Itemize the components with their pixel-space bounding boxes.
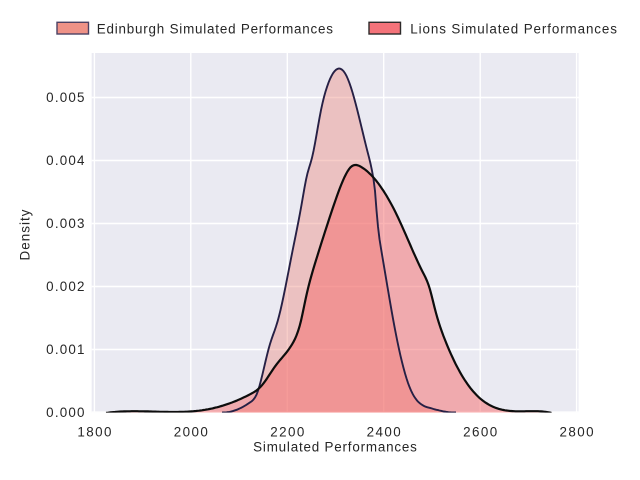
svg-text:2600: 2600 [463,425,498,440]
svg-text:2200: 2200 [270,425,305,440]
svg-text:Edinburgh Simulated Performanc: Edinburgh Simulated Performances [97,22,334,37]
svg-text:0.005: 0.005 [46,90,86,105]
svg-text:2000: 2000 [174,425,209,440]
svg-text:0.002: 0.002 [46,279,86,294]
svg-text:Lions Simulated Performances: Lions Simulated Performances [410,22,618,37]
svg-text:0.001: 0.001 [46,342,86,357]
svg-text:Simulated Performances: Simulated Performances [253,440,417,455]
svg-text:Density: Density [18,209,33,261]
svg-text:1800: 1800 [77,425,112,440]
svg-text:2400: 2400 [367,425,402,440]
svg-text:2800: 2800 [560,425,595,440]
svg-text:0.003: 0.003 [46,216,86,231]
svg-text:0.004: 0.004 [46,153,86,168]
svg-text:0.000: 0.000 [46,405,86,420]
